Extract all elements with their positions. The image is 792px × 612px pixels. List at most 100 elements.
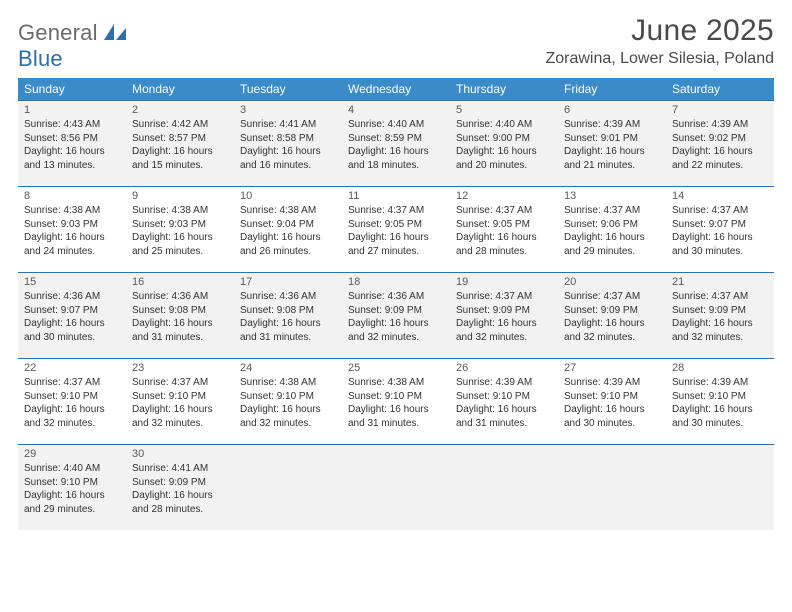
sunrise-label: Sunrise: 4:37 AM (24, 376, 120, 390)
day2-label: and 29 minutes. (24, 503, 120, 517)
sunrise-label: Sunrise: 4:37 AM (456, 204, 552, 218)
day2-label: and 31 minutes. (132, 331, 228, 345)
sunset-label: Sunset: 9:10 PM (348, 390, 444, 404)
day-cell: 2Sunrise: 4:42 AMSunset: 8:57 PMDaylight… (126, 100, 234, 186)
day1-label: Daylight: 16 hours (24, 403, 120, 417)
sunset-label: Sunset: 9:09 PM (564, 304, 660, 318)
day-cell: 30 Sunrise: 4:41 AMSunset: 9:09 PMDayligh… (126, 444, 234, 530)
day2-label: and 29 minutes. (564, 245, 660, 259)
day2-label: and 32 minutes. (456, 331, 552, 345)
day1-label: Daylight: 16 hours (24, 489, 120, 503)
sunrise-label: Sunrise: 4:36 AM (24, 290, 120, 304)
day-cell: 19Sunrise: 4:37 AMSunset: 9:09 PMDayligh… (450, 272, 558, 358)
sunset-label: Sunset: 9:06 PM (564, 218, 660, 232)
day-cell: 23Sunrise: 4:37 AMSunset: 9:10 PMDayligh… (126, 358, 234, 444)
sunrise-label: Sunrise: 4:37 AM (132, 376, 228, 390)
day-cell: 17Sunrise: 4:36 AMSunset: 9:08 PMDayligh… (234, 272, 342, 358)
day2-label: and 31 minutes. (456, 417, 552, 431)
sunset-label: Sunset: 9:05 PM (456, 218, 552, 232)
sunset-label: Sunset: 9:10 PM (132, 390, 228, 404)
day-number: 16 (132, 276, 228, 288)
dow-header: Saturday (666, 78, 774, 100)
sunrise-label: Sunrise: 4:37 AM (672, 204, 768, 218)
day1-label: Daylight: 16 hours (240, 403, 336, 417)
day-number: 25 (348, 362, 444, 374)
day-cell: 16Sunrise: 4:36 AMSunset: 9:08 PMDayligh… (126, 272, 234, 358)
sunset-label: Sunset: 9:10 PM (240, 390, 336, 404)
day-cell: 20Sunrise: 4:37 AMSunset: 9:09 PMDayligh… (558, 272, 666, 358)
sunset-label: Sunset: 9:03 PM (132, 218, 228, 232)
sunrise-label: Sunrise: 4:37 AM (456, 290, 552, 304)
sunrise-label: Sunrise: 4:40 AM (348, 118, 444, 132)
day-cell: 12Sunrise: 4:37 AMSunset: 9:05 PMDayligh… (450, 186, 558, 272)
calendar-grid: SundayMondayTuesdayWednesdayThursdayFrid… (18, 78, 774, 530)
day-number: 27 (564, 362, 660, 374)
sunset-label: Sunset: 9:10 PM (672, 390, 768, 404)
day1-label: Daylight: 16 hours (348, 231, 444, 245)
sunrise-label: Sunrise: 4:38 AM (132, 204, 228, 218)
sunrise-label: Sunrise: 4:38 AM (240, 376, 336, 390)
day-number: 12 (456, 190, 552, 202)
day-number: 30 (132, 448, 228, 460)
day-cell: 15Sunrise: 4:36 AMSunset: 9:07 PMDayligh… (18, 272, 126, 358)
day-number: 9 (132, 190, 228, 202)
sunrise-label: Sunrise: 4:39 AM (672, 376, 768, 390)
day-number: 22 (24, 362, 120, 374)
day-cell: 26Sunrise: 4:39 AMSunset: 9:10 PMDayligh… (450, 358, 558, 444)
sunset-label: Sunset: 9:07 PM (672, 218, 768, 232)
sunrise-label: Sunrise: 4:42 AM (132, 118, 228, 132)
day2-label: and 28 minutes. (132, 503, 228, 517)
day-number: 10 (240, 190, 336, 202)
sunset-label: Sunset: 9:07 PM (24, 304, 120, 318)
day-number: 3 (240, 104, 336, 116)
day-cell: 22Sunrise: 4:37 AMSunset: 9:10 PMDayligh… (18, 358, 126, 444)
day2-label: and 13 minutes. (24, 159, 120, 173)
sunrise-label: Sunrise: 4:36 AM (132, 290, 228, 304)
day1-label: Daylight: 16 hours (240, 317, 336, 331)
day1-label: Daylight: 16 hours (672, 403, 768, 417)
sunset-label: Sunset: 9:04 PM (240, 218, 336, 232)
sunrise-label: Sunrise: 4:39 AM (564, 376, 660, 390)
sunset-label: Sunset: 9:09 PM (132, 476, 228, 490)
day-cell: 21Sunrise: 4:37 AMSunset: 9:09 PMDayligh… (666, 272, 774, 358)
day-cell: 4Sunrise: 4:40 AMSunset: 8:59 PMDaylight… (342, 100, 450, 186)
day-number: 19 (456, 276, 552, 288)
day1-label: Daylight: 16 hours (348, 403, 444, 417)
sunrise-label: Sunrise: 4:37 AM (564, 204, 660, 218)
sunrise-label: Sunrise: 4:43 AM (24, 118, 120, 132)
logo-text-blue: Blue (18, 46, 63, 71)
day1-label: Daylight: 16 hours (456, 317, 552, 331)
day1-label: Daylight: 16 hours (564, 403, 660, 417)
day-number: 2 (132, 104, 228, 116)
sunrise-label: Sunrise: 4:37 AM (672, 290, 768, 304)
sunrise-label: Sunrise: 4:41 AM (132, 462, 228, 476)
day-cell (342, 444, 450, 530)
day1-label: Daylight: 16 hours (24, 317, 120, 331)
day1-label: Daylight: 16 hours (672, 145, 768, 159)
day-cell (558, 444, 666, 530)
sunset-label: Sunset: 9:10 PM (564, 390, 660, 404)
day-number: 11 (348, 190, 444, 202)
sunset-label: Sunset: 8:56 PM (24, 132, 120, 146)
sunrise-label: Sunrise: 4:36 AM (348, 290, 444, 304)
sunset-label: Sunset: 9:05 PM (348, 218, 444, 232)
day-cell: 6Sunrise: 4:39 AMSunset: 9:01 PMDaylight… (558, 100, 666, 186)
day-cell: 9Sunrise: 4:38 AMSunset: 9:03 PMDaylight… (126, 186, 234, 272)
day-number: 24 (240, 362, 336, 374)
day1-label: Daylight: 16 hours (132, 489, 228, 503)
day-number: 23 (132, 362, 228, 374)
day-cell (450, 444, 558, 530)
day-number: 28 (672, 362, 768, 374)
day2-label: and 32 minutes. (240, 417, 336, 431)
day-cell: 29Sunrise: 4:40 AMSunset: 9:10 PMDayligh… (18, 444, 126, 530)
day-cell: 28 Sunrise: 4:39 AMSunset: 9:10 PMDayligh… (666, 358, 774, 444)
logo-wordmark: General Blue (18, 20, 126, 72)
sunset-label: Sunset: 9:09 PM (348, 304, 444, 318)
sunset-label: Sunset: 9:01 PM (564, 132, 660, 146)
day2-label: and 15 minutes. (132, 159, 228, 173)
sunset-label: Sunset: 8:59 PM (348, 132, 444, 146)
sunrise-label: Sunrise: 4:38 AM (240, 204, 336, 218)
sunset-label: Sunset: 8:58 PM (240, 132, 336, 146)
day-cell: 8Sunrise: 4:38 AMSunset: 9:03 PMDaylight… (18, 186, 126, 272)
day-number: 26 (456, 362, 552, 374)
